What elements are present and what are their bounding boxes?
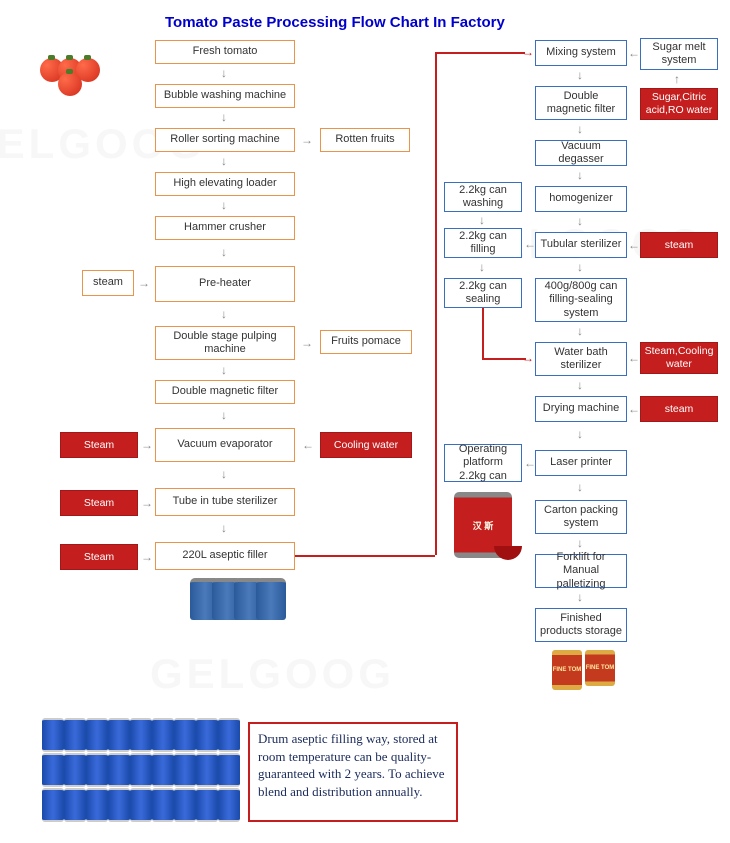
- arrow: [577, 481, 583, 493]
- arrow: [301, 337, 313, 349]
- node-double-magnetic-1: Double magnetic filter: [155, 380, 295, 404]
- arrow-red: [522, 46, 534, 58]
- node-double-pulping: Double stage pulping machine: [155, 326, 295, 360]
- node-steam-cooling: Steam,Cooling water: [640, 342, 718, 374]
- node-forklift: Forklift for Manual palletizing: [535, 554, 627, 588]
- arrow: [221, 111, 227, 123]
- drum-stack-image: [42, 718, 242, 828]
- arrow: [577, 215, 583, 227]
- node-filling-sealing: 400g/800g can filling-sealing system: [535, 278, 627, 322]
- arrow: [221, 246, 227, 258]
- node-laser-printer: Laser printer: [535, 450, 627, 476]
- arrow: [628, 47, 640, 59]
- node-cooling-water: Cooling water: [320, 432, 412, 458]
- node-tube-sterilizer: Tube in tube sterilizer: [155, 488, 295, 516]
- node-finished-storage: Finished products storage: [535, 608, 627, 642]
- caption-box: Drum aseptic filling way, stored at room…: [248, 722, 458, 822]
- red-connector: [435, 52, 437, 555]
- small-can-1: FINE TOM: [552, 650, 582, 690]
- arrow-red: [522, 352, 534, 364]
- node-water-bath: Water bath sterilizer: [535, 342, 627, 376]
- arrow: [141, 497, 153, 509]
- node-steam-2: Steam: [60, 432, 138, 458]
- arrow: [628, 352, 640, 364]
- node-steam-3: Steam: [60, 490, 138, 516]
- small-can-2: FINE TOM: [585, 650, 615, 686]
- arrow: [577, 379, 583, 391]
- arrow: [141, 439, 153, 451]
- arrow: [524, 238, 536, 250]
- red-connector: [482, 358, 526, 360]
- red-connector: [295, 555, 435, 557]
- node-double-magnetic-2: Double magnetic filter: [535, 86, 627, 120]
- arrow: [628, 239, 640, 251]
- arrow: [221, 308, 227, 320]
- arrow: [577, 69, 583, 81]
- node-high-elevating: High elevating loader: [155, 172, 295, 196]
- arrow: [628, 403, 640, 415]
- node-carton-packing: Carton packing system: [535, 500, 627, 534]
- node-steam-6: steam: [640, 396, 718, 422]
- watermark-3: GELGOOG: [150, 650, 395, 698]
- node-tubular-sterilizer: Tubular sterilizer: [535, 232, 627, 258]
- node-fruits-pomace: Fruits pomace: [320, 330, 412, 354]
- arrow: [221, 67, 227, 79]
- arrow: [577, 537, 583, 549]
- node-sugar-citric: Sugar,Citric acid,RO water: [640, 88, 718, 120]
- arrow: [302, 439, 314, 451]
- arrow: [221, 199, 227, 211]
- arrow: [577, 591, 583, 603]
- red-connector: [482, 308, 484, 358]
- node-sugar-melt: Sugar melt system: [640, 38, 718, 70]
- arrow: [674, 73, 680, 85]
- big-can-image: 汉 斯: [454, 492, 512, 558]
- node-fresh-tomato: Fresh tomato: [155, 40, 295, 64]
- arrow: [221, 468, 227, 480]
- can-label-text: 汉 斯: [473, 519, 494, 532]
- node-hammer-crusher: Hammer crusher: [155, 216, 295, 240]
- node-can-filling: 2.2kg can filling: [444, 228, 522, 258]
- node-steam-1: steam: [82, 270, 134, 296]
- arrow: [138, 277, 150, 289]
- arrow: [221, 409, 227, 421]
- arrow: [577, 325, 583, 337]
- node-aseptic-filler: 220L aseptic filler: [155, 542, 295, 570]
- node-bubble-washing: Bubble washing machine: [155, 84, 295, 108]
- arrow: [221, 155, 227, 167]
- chart-title: Tomato Paste Processing Flow Chart In Fa…: [165, 14, 505, 31]
- arrow: [221, 364, 227, 376]
- node-homogenizer: homogenizer: [535, 186, 627, 212]
- arrow: [479, 214, 485, 226]
- node-roller-sorting: Roller sorting machine: [155, 128, 295, 152]
- node-rotten-fruits: Rotten fruits: [320, 128, 410, 152]
- arrow: [221, 522, 227, 534]
- arrow: [141, 551, 153, 563]
- arrow: [577, 123, 583, 135]
- node-operating-platform: Operating platform 2.2kg can: [444, 444, 522, 482]
- node-vacuum-evaporator: Vacuum evaporator: [155, 428, 295, 462]
- tomato-image: [32, 42, 107, 97]
- node-mixing-system: Mixing system: [535, 40, 627, 66]
- arrow: [524, 457, 536, 469]
- arrow: [577, 169, 583, 181]
- node-steam-4: Steam: [60, 544, 138, 570]
- arrow: [577, 428, 583, 440]
- arrow: [577, 261, 583, 273]
- node-steam-5: steam: [640, 232, 718, 258]
- node-can-washing: 2.2kg can washing: [444, 182, 522, 212]
- barrel-image: [190, 578, 286, 620]
- node-can-sealing: 2.2kg can sealing: [444, 278, 522, 308]
- small-cans-image: FINE TOM FINE TOM: [552, 650, 615, 690]
- arrow: [301, 134, 313, 146]
- red-connector: [435, 52, 525, 54]
- node-drying-machine: Drying machine: [535, 396, 627, 422]
- node-pre-heater: Pre-heater: [155, 266, 295, 302]
- node-vacuum-degasser: Vacuum degasser: [535, 140, 627, 166]
- arrow: [479, 261, 485, 273]
